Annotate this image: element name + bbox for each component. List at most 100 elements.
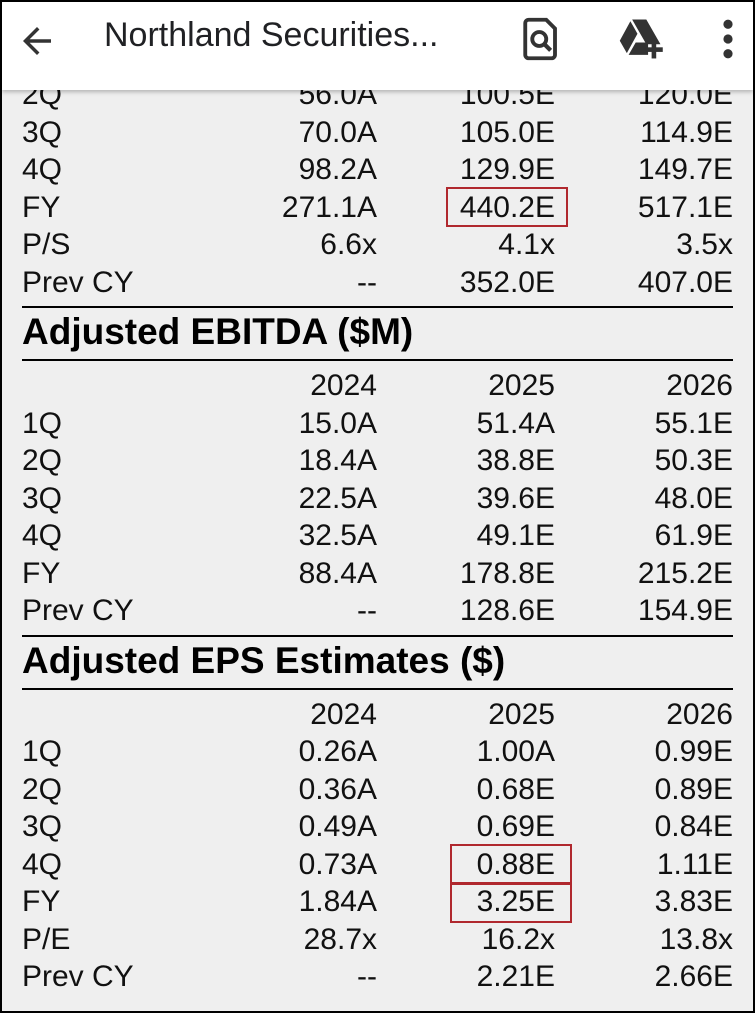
section-rule [22, 634, 733, 637]
row-label: Prev CY [22, 594, 134, 627]
cell-2026: 149.7E [637, 153, 733, 186]
highlight-box [450, 883, 572, 923]
cell-2025: 0.88E [476, 847, 555, 881]
cell-2025: 0.68E [476, 772, 555, 806]
cell-2026: 215.2E [637, 556, 733, 590]
row-label: 3Q [22, 481, 63, 515]
table-row: Prev CY -- 128.6E 154.9E [2, 592, 753, 630]
cell-2024: 70.0A [298, 115, 377, 149]
row-label: FY [22, 885, 61, 918]
cell-2024: 32.5A [298, 519, 377, 552]
table-row: 3Q 22.5A 39.6E 48.0E [2, 480, 753, 518]
document-content[interactable]: 2Q 56.0A 100.5E 120.0E 3Q 70.0A 105.0E 1… [2, 76, 753, 996]
cell-2025: 2.21E [476, 960, 555, 993]
cell-2026: 114.9E [640, 115, 733, 149]
section-ebitda: Adjusted EBITDA ($M) [2, 306, 753, 367]
cell-2026: 3.83E [654, 885, 733, 918]
table-row: FY 271.1A 440.2E 517.1E [2, 186, 753, 227]
highlight-box [446, 186, 568, 227]
cell-2024: -- [357, 960, 377, 993]
cell-2024: 1.84A [298, 885, 377, 918]
section-rule [22, 687, 733, 690]
back-arrow-icon[interactable] [16, 20, 58, 62]
table-header-row: 2024 2025 2026 [2, 367, 753, 405]
section-title: Adjusted EBITDA ($M) [22, 311, 414, 352]
cell-2024: 0.26A [298, 735, 377, 768]
table-row: FY 88.4A 178.8E 215.2E [2, 555, 753, 593]
cell-2024: -- [357, 265, 377, 299]
cell-2025: 1.00A [476, 735, 555, 768]
cell-2025: 16.2x [481, 922, 555, 956]
cell-2025: 352.0E [459, 265, 555, 299]
row-label: 4Q [22, 153, 63, 186]
column-header-2025: 2025 [488, 369, 555, 402]
more-vert-icon[interactable] [716, 16, 740, 62]
cell-2026: 3.5x [676, 228, 733, 261]
row-label: P/S [22, 228, 71, 261]
table-row: 2Q 18.4A 38.8E 50.3E [2, 442, 753, 480]
cell-2026: 48.0E [654, 481, 733, 515]
cell-2026: 154.9E [637, 594, 733, 627]
cell-2024: 0.49A [298, 810, 377, 843]
cell-2025: 440.2E [459, 190, 555, 224]
cell-2024: 0.36A [298, 772, 377, 806]
cell-2024: 15.0A [298, 406, 377, 440]
table-row: 1Q 15.0A 51.4A 55.1E [2, 405, 753, 443]
row-label: Prev CY [22, 960, 134, 993]
row-label: Prev CY [22, 265, 134, 299]
row-label: 2Q [22, 772, 63, 806]
highlight-box [450, 843, 572, 884]
row-label: 1Q [22, 406, 63, 440]
table-row: Prev CY -- 2.21E 2.66E [2, 958, 753, 996]
column-header-2026: 2026 [666, 369, 733, 402]
cell-2025: 128.6E [459, 594, 555, 627]
cell-2026: 13.8x [659, 922, 733, 956]
row-label: 2Q [22, 444, 63, 477]
cell-2024: 0.73A [298, 847, 377, 881]
cell-2024: 271.1A [281, 190, 377, 224]
cell-2025: 105.0E [459, 115, 555, 149]
column-header-2024: 2024 [310, 369, 377, 402]
cell-2024: 28.7x [303, 922, 377, 956]
table-row: 1Q 0.26A 1.00A 0.99E [2, 733, 753, 771]
table-row: 4Q 0.73A 0.88E 1.11E [2, 843, 753, 884]
cell-2024: -- [357, 594, 377, 627]
section-rule [22, 306, 733, 308]
find-in-page-icon[interactable] [520, 16, 562, 62]
table-row: 3Q 70.0A 105.0E 114.9E [2, 114, 753, 152]
cell-2025: 0.69E [476, 810, 555, 843]
table-header-row: 2024 2025 2026 [2, 696, 753, 734]
table-row: 4Q 98.2A 129.9E 149.7E [2, 151, 753, 189]
row-label: 3Q [22, 115, 63, 149]
cell-2025: 4.1x [498, 228, 555, 261]
row-label: 3Q [22, 810, 63, 843]
cell-2025: 178.8E [459, 556, 555, 590]
cell-2024: 98.2A [298, 153, 377, 186]
cell-2026: 0.89E [654, 772, 733, 806]
cell-2024: 18.4A [298, 444, 377, 477]
cell-2025: 51.4A [476, 406, 555, 440]
table-row: 3Q 0.49A 0.69E 0.84E [2, 808, 753, 846]
table-row: P/E 28.7x 16.2x 13.8x [2, 921, 753, 959]
cell-2025: 129.9E [459, 153, 555, 186]
cell-2026: 1.11E [656, 847, 733, 881]
table-row: 2Q 0.36A 0.68E 0.89E [2, 771, 753, 809]
row-label: 4Q [22, 519, 63, 552]
section-rule [22, 359, 733, 361]
cell-2024: 22.5A [298, 481, 377, 515]
cell-2026: 61.9E [654, 519, 733, 552]
row-label: 4Q [22, 847, 63, 881]
document-title: Northland Securities... [104, 16, 439, 54]
section-title: Adjusted EPS Estimates ($) [22, 639, 506, 681]
table-row: P/S 6.6x 4.1x 3.5x [2, 226, 753, 264]
add-to-drive-icon[interactable] [616, 16, 666, 62]
cell-2026: 0.99E [654, 735, 733, 768]
cell-2024: 6.6x [320, 228, 377, 261]
app-bar: Northland Securities... [2, 2, 753, 90]
cell-2026: 517.1E [637, 190, 733, 224]
row-label: P/E [22, 922, 71, 956]
cell-2026: 55.1E [654, 406, 733, 440]
cell-2026: 2.66E [654, 960, 733, 993]
cell-2025: 38.8E [476, 444, 555, 477]
